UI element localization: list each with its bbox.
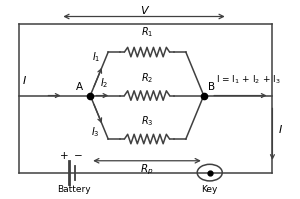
Text: +: + (60, 151, 69, 161)
Text: I: I (278, 125, 282, 135)
Text: A: A (76, 82, 83, 92)
Text: $R_1$: $R_1$ (141, 26, 153, 39)
Text: $R_2$: $R_2$ (141, 71, 153, 85)
Text: I = I$_1$ + I$_2$ + I$_3$: I = I$_1$ + I$_2$ + I$_3$ (216, 73, 280, 86)
Text: $I_3$: $I_3$ (92, 125, 100, 139)
Text: $R_p$: $R_p$ (140, 163, 154, 177)
Text: V: V (140, 6, 148, 16)
Text: I: I (23, 76, 26, 86)
Text: B: B (208, 82, 215, 92)
Text: $R_3$: $R_3$ (141, 115, 153, 128)
Text: $I_2$: $I_2$ (100, 76, 108, 90)
Text: Battery: Battery (57, 185, 91, 194)
Text: Key: Key (202, 185, 218, 194)
Text: −: − (74, 151, 83, 161)
Text: $I_1$: $I_1$ (92, 50, 100, 64)
